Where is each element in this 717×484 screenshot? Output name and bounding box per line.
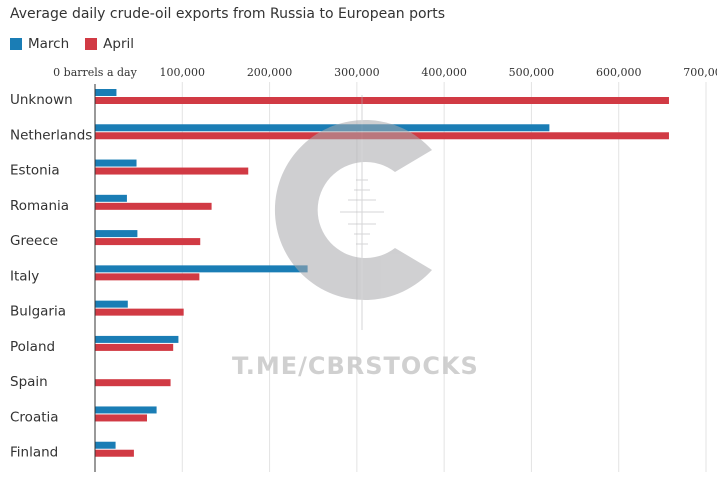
x-tick-label-6: 600,000 bbox=[596, 66, 642, 79]
legend-swatch-april bbox=[85, 38, 98, 50]
bar-april-greece bbox=[95, 238, 201, 246]
bar-april-bulgaria bbox=[95, 308, 184, 316]
category-label-poland: Poland bbox=[10, 339, 55, 355]
legend-item-april[interactable]: April bbox=[85, 36, 134, 52]
category-label-spain: Spain bbox=[10, 374, 48, 390]
bar-april-croatia bbox=[95, 414, 147, 422]
x-tick-label-0: 0 barrels a day bbox=[53, 66, 137, 79]
bar-march-croatia bbox=[95, 406, 157, 414]
bar-april-estonia bbox=[95, 167, 249, 175]
bar-april-romania bbox=[95, 202, 212, 210]
bar-march-estonia bbox=[95, 159, 137, 167]
watermark-text: T.ME/CBRSTOCKS bbox=[232, 352, 479, 380]
category-label-unknown: Unknown bbox=[10, 92, 73, 108]
bar-march-netherlands bbox=[95, 124, 550, 132]
legend: March April bbox=[10, 36, 150, 52]
x-tick-label-5: 500,000 bbox=[509, 66, 555, 79]
category-label-italy: Italy bbox=[10, 268, 39, 284]
legend-label-march: March bbox=[28, 36, 70, 52]
legend-label-april: April bbox=[103, 36, 135, 52]
legend-swatch-march bbox=[10, 38, 22, 50]
x-tick-label-3: 300,000 bbox=[334, 66, 380, 79]
bar-april-poland bbox=[95, 343, 174, 351]
category-label-estonia: Estonia bbox=[10, 163, 60, 179]
bar-march-greece bbox=[95, 230, 138, 238]
bar-march-bulgaria bbox=[95, 300, 128, 308]
legend-item-march[interactable]: March bbox=[10, 36, 69, 52]
category-label-bulgaria: Bulgaria bbox=[10, 304, 66, 320]
category-label-romania: Romania bbox=[10, 198, 69, 214]
bar-march-unknown bbox=[95, 89, 117, 96]
bar-march-poland bbox=[95, 335, 179, 343]
bar-march-italy bbox=[95, 265, 308, 273]
category-label-greece: Greece bbox=[10, 233, 58, 249]
x-tick-label-4: 400,000 bbox=[421, 66, 467, 79]
category-label-netherlands: Netherlands bbox=[10, 127, 92, 143]
bar-april-netherlands bbox=[95, 132, 669, 140]
bar-april-spain bbox=[95, 379, 171, 387]
category-label-croatia: Croatia bbox=[10, 409, 59, 425]
bar-april-italy bbox=[95, 273, 200, 281]
category-label-finland: Finland bbox=[10, 445, 58, 461]
chart-title: Average daily crude-oil exports from Rus… bbox=[10, 6, 446, 22]
bar-march-romania bbox=[95, 194, 127, 202]
bar-april-unknown bbox=[95, 97, 669, 104]
bar-april-finland bbox=[95, 449, 134, 457]
bar-march-finland bbox=[95, 441, 116, 449]
x-tick-label-7: 700,000 bbox=[683, 66, 717, 79]
x-tick-label-1: 100,000 bbox=[160, 66, 206, 79]
x-tick-label-2: 200,000 bbox=[247, 66, 293, 79]
